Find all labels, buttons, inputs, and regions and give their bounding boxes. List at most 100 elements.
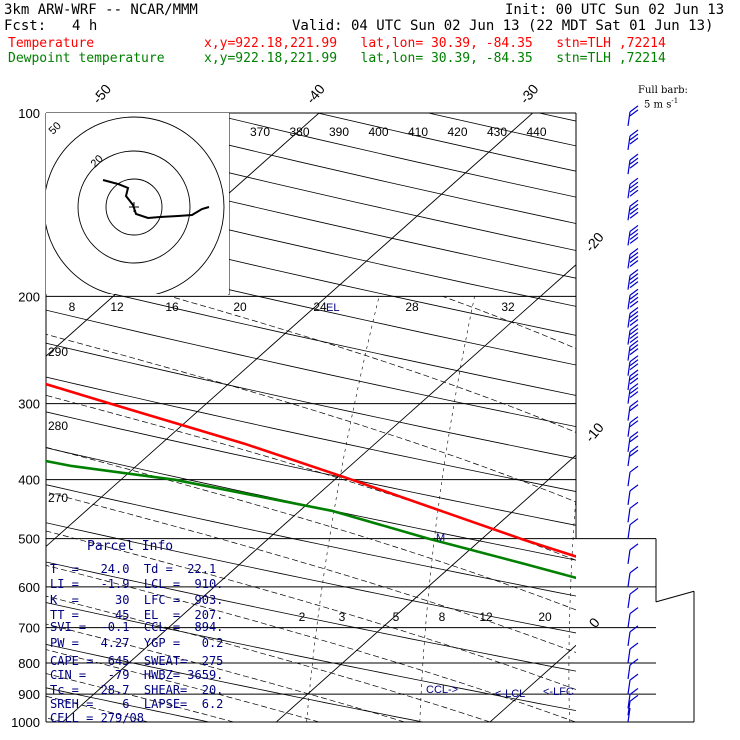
- wind-barb-staff: [627, 707, 631, 723]
- wind-barb: [627, 543, 639, 564]
- wind-barb-flag: [629, 543, 639, 551]
- wind-barb-staff: [627, 694, 631, 709]
- wind-barb: [627, 484, 639, 505]
- dry-adiabat: [206, 113, 576, 198]
- dry-adiabat: [46, 246, 576, 366]
- dry-adiabat: [539, 113, 576, 122]
- wind-barb-staff: [627, 231, 631, 246]
- lfc-marker: <-LFC: [543, 686, 574, 698]
- wind-barb-flag: [629, 328, 639, 336]
- wind-barb-flag: [629, 404, 639, 412]
- wind-barb-staff: [627, 389, 631, 404]
- wind-barb-flag: [629, 607, 639, 615]
- dewpoint-legend-label: Dewpoint temperature: [8, 51, 165, 66]
- wind-barb-flag: [629, 449, 639, 457]
- wind-barb-flag: [629, 207, 639, 215]
- dry-adiabat: [428, 113, 576, 147]
- barb-legend-title: Full barb:: [638, 85, 688, 96]
- mixing-ratio-label: 3: [339, 610, 346, 624]
- pressure-tick-label: 700: [18, 621, 40, 636]
- wind-barb-flag: [629, 105, 639, 113]
- wind-barb-flag: [629, 181, 639, 189]
- mixing-ratio-line: [707, 296, 722, 722]
- wind-barb-flag: [629, 247, 639, 255]
- wind-barb: [627, 269, 639, 290]
- wind-barb-staff: [627, 549, 631, 564]
- wind-barb: [627, 518, 639, 539]
- dry-adiabat: [46, 561, 576, 672]
- wind-barb-flag: [629, 251, 639, 259]
- wind-barb-flag: [629, 269, 639, 277]
- wind-barb: [627, 445, 639, 467]
- wind-barb-flag: [629, 336, 639, 344]
- wind-barb-flag: [629, 224, 639, 232]
- forecast-label: Fcst:: [4, 18, 47, 34]
- temperature-location: x,y=922.18,221.99 lat,lon= 30.39, -84.35…: [204, 36, 666, 51]
- wind-barb-flag: [629, 344, 639, 352]
- wind-barb: [627, 224, 639, 246]
- wind-barb: [627, 687, 639, 709]
- pressure-tick-label: 500: [18, 532, 40, 547]
- temperature-tick-label: 0: [586, 614, 603, 630]
- theta-label: 420: [447, 125, 467, 139]
- theta-label: 370: [250, 125, 270, 139]
- wind-barb: [627, 247, 639, 269]
- dry-adiabat: [317, 113, 576, 172]
- wind-barb-flag: [629, 383, 639, 391]
- wind-barb: [627, 694, 639, 716]
- barb-legend-units: 5 m s-1: [644, 97, 679, 111]
- pressure-tick-label: 900: [18, 687, 40, 702]
- parcel-info-row: CELL = 279/08: [50, 711, 144, 725]
- wind-barb: [627, 673, 639, 695]
- wind-barb-staff: [627, 111, 631, 126]
- wind-barb-flag: [629, 355, 639, 363]
- isotherm: [489, 644, 576, 722]
- wind-barb-flag: [629, 566, 639, 574]
- pressure-tick-label: 400: [18, 473, 40, 488]
- wind-barb: [627, 642, 639, 664]
- temperature-tick-label: -10: [582, 419, 607, 445]
- wind-barb-flag: [629, 348, 639, 356]
- wind-barb: [627, 199, 639, 221]
- wind-barb-flag: [629, 310, 639, 318]
- wind-barb-staff: [627, 346, 631, 361]
- pressure-tick-label: 1000: [11, 715, 40, 730]
- barb-legend-value: 5 m s: [644, 99, 672, 111]
- theta-label: 430: [487, 125, 507, 139]
- wind-barb-flag: [629, 324, 639, 332]
- wind-barb-flag: [629, 236, 639, 244]
- wind-barb: [627, 324, 639, 345]
- wind-barb-flag: [629, 435, 639, 443]
- wind-barb-flag: [629, 373, 639, 381]
- dry-adiabat: [650, 113, 740, 735]
- wind-barb-staff: [627, 593, 631, 609]
- mixing-ratio-label: 16: [165, 300, 179, 314]
- model-title: 3km ARW-WRF -- NCAR/MMM: [4, 2, 198, 18]
- wind-barb-flag: [629, 391, 639, 399]
- wind-barb-staff: [627, 330, 631, 345]
- wind-barb: [627, 416, 639, 437]
- wind-barb-flag: [629, 359, 639, 367]
- wind-barb-flag: [629, 332, 639, 340]
- valid-time: Valid: 04 UTC Sun 02 Jun 13 (22 MDT Sat …: [292, 18, 714, 34]
- dry-adiabat: [46, 277, 576, 396]
- parcel-info-row: CAPE = 645 SWEAT= 275: [50, 654, 224, 668]
- wind-barb-staff: [627, 160, 631, 175]
- parcel-info-row: K = 30 LFC = 903.: [50, 593, 224, 607]
- wind-barb: [627, 607, 639, 628]
- parcel-info-row: T = 24.0 Td = 22.1: [50, 562, 217, 576]
- wind-barb: [627, 355, 639, 376]
- wind-barb-flag: [629, 161, 639, 169]
- wind-barb: [627, 369, 639, 391]
- isotherm: [689, 99, 740, 735]
- wind-barb-flag: [629, 658, 639, 666]
- pressure-tick-label: 600: [18, 580, 40, 595]
- wind-barb: [627, 383, 639, 404]
- isotherm: [46, 113, 534, 548]
- wind-barb: [627, 707, 631, 723]
- wind-barb-flag: [629, 273, 639, 281]
- wind-barb-flag: [629, 400, 639, 408]
- wind-barb-staff: [627, 375, 631, 391]
- dewpoint-location: x,y=922.18,221.99 lat,lon= 30.39, -84.35…: [204, 51, 666, 66]
